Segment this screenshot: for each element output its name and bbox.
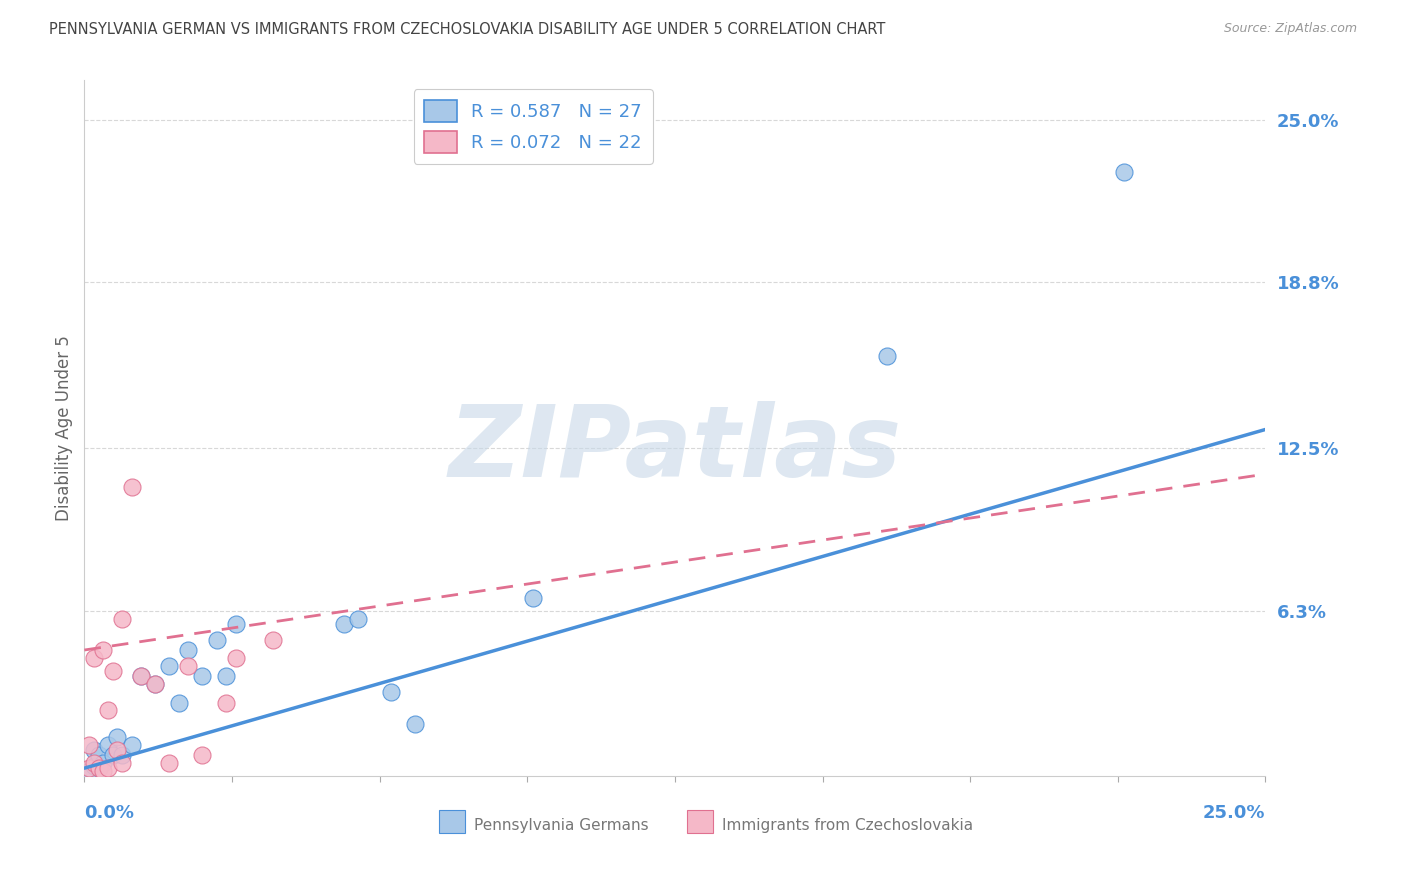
Point bbox=[97, 738, 120, 752]
Point bbox=[225, 651, 247, 665]
Point bbox=[83, 758, 105, 772]
Point bbox=[77, 738, 100, 752]
Point bbox=[1112, 165, 1135, 179]
Point bbox=[107, 730, 129, 744]
Point bbox=[83, 743, 105, 757]
FancyBboxPatch shape bbox=[439, 810, 464, 833]
Point bbox=[91, 643, 114, 657]
Point bbox=[77, 764, 100, 778]
Point bbox=[177, 643, 200, 657]
Point bbox=[83, 756, 105, 770]
Point bbox=[97, 761, 120, 775]
Point bbox=[129, 669, 152, 683]
Point bbox=[121, 738, 143, 752]
Point bbox=[333, 616, 356, 631]
Point bbox=[97, 703, 120, 717]
Point bbox=[101, 664, 124, 678]
Point bbox=[91, 756, 114, 770]
Point bbox=[380, 685, 402, 699]
Text: Pennsylvania Germans: Pennsylvania Germans bbox=[474, 818, 648, 833]
Point bbox=[111, 611, 134, 625]
Legend: R = 0.587   N = 27, R = 0.072   N = 22: R = 0.587 N = 27, R = 0.072 N = 22 bbox=[413, 89, 652, 164]
Point bbox=[215, 669, 238, 683]
Point bbox=[143, 677, 166, 691]
Point bbox=[87, 761, 110, 775]
Point bbox=[129, 669, 152, 683]
Point bbox=[77, 761, 100, 775]
Text: Immigrants from Czechoslovakia: Immigrants from Czechoslovakia bbox=[723, 818, 973, 833]
Point bbox=[83, 651, 105, 665]
Point bbox=[205, 632, 228, 647]
Point bbox=[87, 761, 110, 775]
Point bbox=[87, 747, 110, 762]
Point bbox=[876, 349, 898, 363]
Point bbox=[143, 677, 166, 691]
Point bbox=[191, 669, 214, 683]
Point bbox=[215, 696, 238, 710]
Point bbox=[177, 658, 200, 673]
Point bbox=[157, 658, 180, 673]
Text: ZIPatlas: ZIPatlas bbox=[449, 401, 901, 498]
Point bbox=[121, 480, 143, 494]
Point bbox=[191, 747, 214, 762]
Point bbox=[347, 611, 370, 625]
Text: 0.0%: 0.0% bbox=[84, 804, 135, 822]
Point bbox=[522, 591, 544, 605]
Point bbox=[91, 764, 114, 778]
FancyBboxPatch shape bbox=[686, 810, 713, 833]
Y-axis label: Disability Age Under 5: Disability Age Under 5 bbox=[55, 335, 73, 521]
Text: Source: ZipAtlas.com: Source: ZipAtlas.com bbox=[1223, 22, 1357, 36]
Point bbox=[157, 756, 180, 770]
Text: 25.0%: 25.0% bbox=[1204, 804, 1265, 822]
Point bbox=[101, 747, 124, 762]
Point bbox=[262, 632, 284, 647]
Point bbox=[111, 756, 134, 770]
Point bbox=[111, 747, 134, 762]
Point bbox=[167, 696, 190, 710]
Point bbox=[225, 616, 247, 631]
Text: PENNSYLVANIA GERMAN VS IMMIGRANTS FROM CZECHOSLOVAKIA DISABILITY AGE UNDER 5 COR: PENNSYLVANIA GERMAN VS IMMIGRANTS FROM C… bbox=[49, 22, 886, 37]
Point bbox=[404, 716, 426, 731]
Point bbox=[107, 743, 129, 757]
